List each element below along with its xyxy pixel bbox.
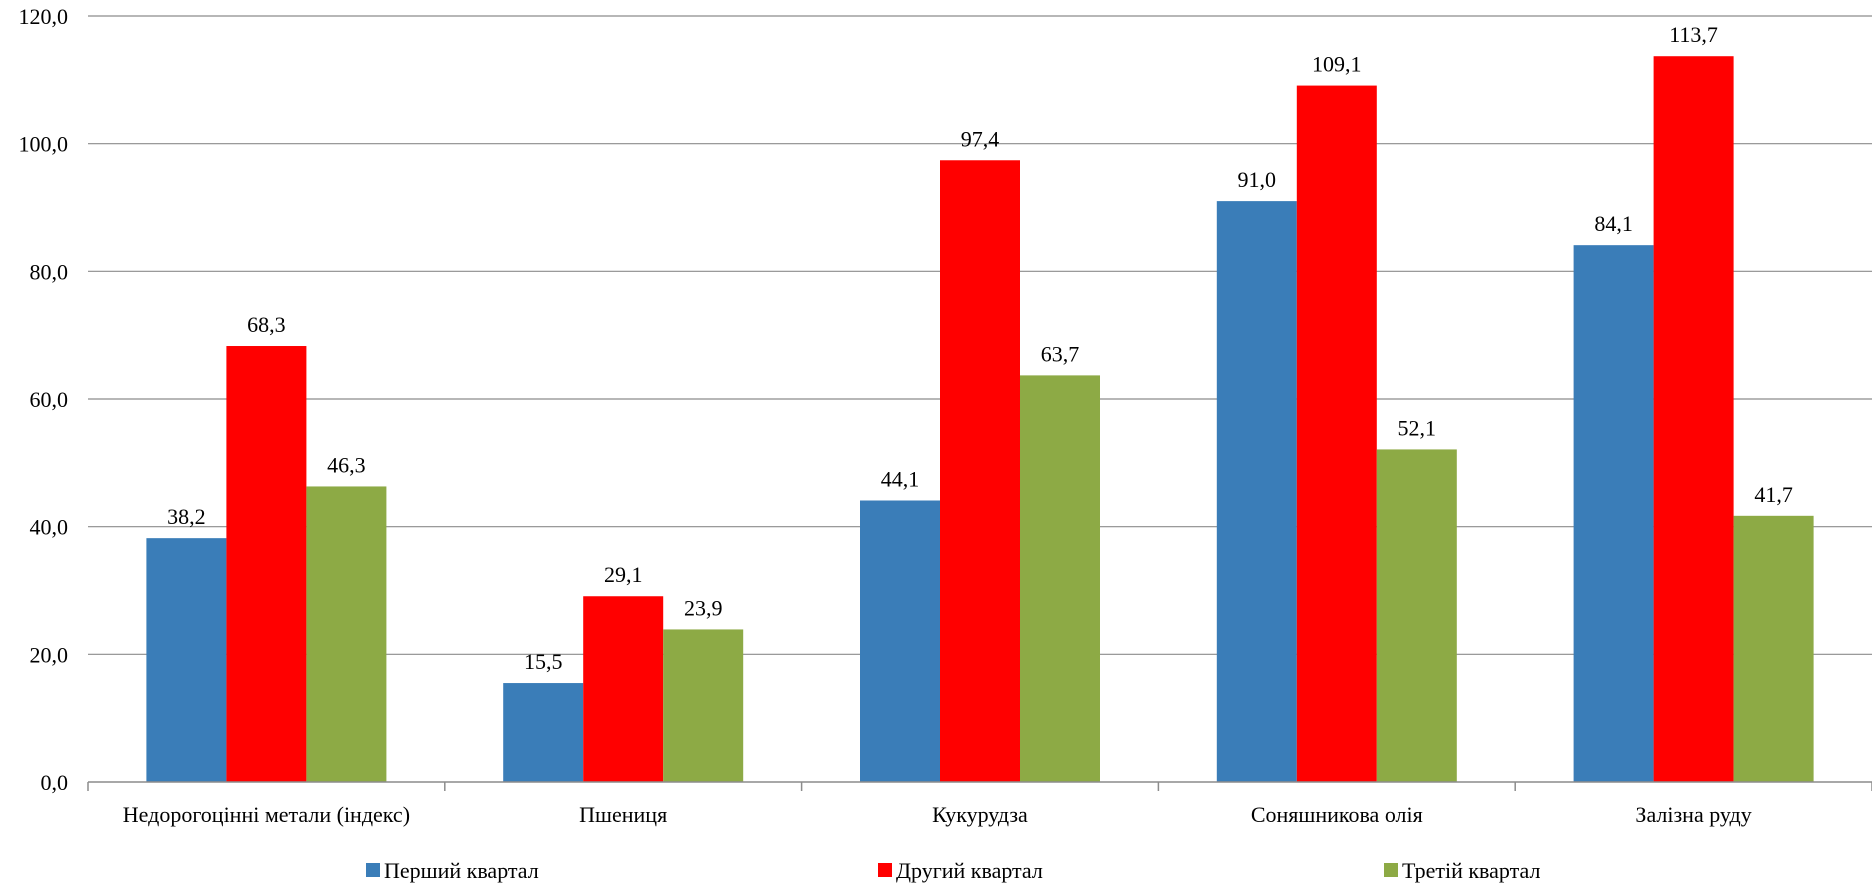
x-axis <box>87 781 1872 791</box>
legend-swatch <box>366 863 380 877</box>
data-label: 46,3 <box>327 452 366 477</box>
bar <box>1376 449 1457 782</box>
legend-item: Перший квартал <box>366 858 539 883</box>
data-label: 63,7 <box>1041 341 1080 366</box>
data-label: 38,2 <box>167 504 206 529</box>
bars <box>146 56 1814 783</box>
bar <box>1020 375 1100 782</box>
y-tick-label: 60,0 <box>30 387 69 412</box>
bar <box>860 500 940 782</box>
bar <box>146 538 227 782</box>
bar <box>1216 201 1297 782</box>
category-label: Кукурудза <box>932 802 1028 827</box>
legend-swatch <box>878 863 892 877</box>
bar <box>306 486 387 782</box>
data-label: 29,1 <box>604 562 643 587</box>
data-label: 109,1 <box>1312 52 1362 77</box>
data-label: 52,1 <box>1398 415 1437 440</box>
legend-label: Перший квартал <box>384 858 539 883</box>
bar <box>940 160 1020 783</box>
bar <box>663 629 744 782</box>
y-tick-label: 100,0 <box>19 132 69 157</box>
bar <box>1653 56 1734 782</box>
y-tick-label: 20,0 <box>30 642 69 667</box>
bar <box>1296 85 1377 783</box>
data-label: 15,5 <box>524 649 563 674</box>
data-label: 113,7 <box>1669 22 1718 47</box>
legend-item: Другий квартал <box>878 858 1043 883</box>
y-tick-label: 40,0 <box>30 515 69 540</box>
data-label: 84,1 <box>1594 211 1633 236</box>
category-label: Недорогоцінні метали (індекс) <box>123 802 410 827</box>
y-tick-label: 0,0 <box>41 770 69 795</box>
bar <box>583 596 664 782</box>
category-labels: Недорогоцінні метали (індекс) Пшениця Куку… <box>123 802 1752 827</box>
bar <box>1573 245 1654 782</box>
bar <box>226 346 307 782</box>
y-tick-label: 120,0 <box>19 4 69 29</box>
y-axis-tick-labels: 0,0 20,0 40,0 60,0 80,0 100,0 120,0 <box>19 4 69 795</box>
legend-item: Третій квартал <box>1384 858 1540 883</box>
data-label: 41,7 <box>1754 482 1793 507</box>
bar <box>1733 515 1814 782</box>
category-label: Залізна руду <box>1635 802 1751 827</box>
category-label: Пшениця <box>579 802 667 827</box>
legend-label: Другий квартал <box>896 858 1043 883</box>
y-tick-label: 80,0 <box>30 259 69 284</box>
data-label: 97,4 <box>961 126 1000 151</box>
legend-label: Третій квартал <box>1402 858 1540 883</box>
bar <box>503 683 584 782</box>
data-label: 68,3 <box>247 312 286 337</box>
category-label: Соняшникова олія <box>1251 802 1423 827</box>
data-label: 91,0 <box>1238 167 1277 192</box>
data-label: 23,9 <box>684 595 723 620</box>
data-labels: 38,2 68,3 46,3 15,5 29,1 23,9 44,1 97,4 63,7 91,0… <box>167 22 1793 674</box>
data-label: 44,1 <box>881 466 920 491</box>
legend-swatch <box>1384 863 1398 877</box>
legend: Перший квартал Другий квартал Третій кварт… <box>366 858 1540 883</box>
